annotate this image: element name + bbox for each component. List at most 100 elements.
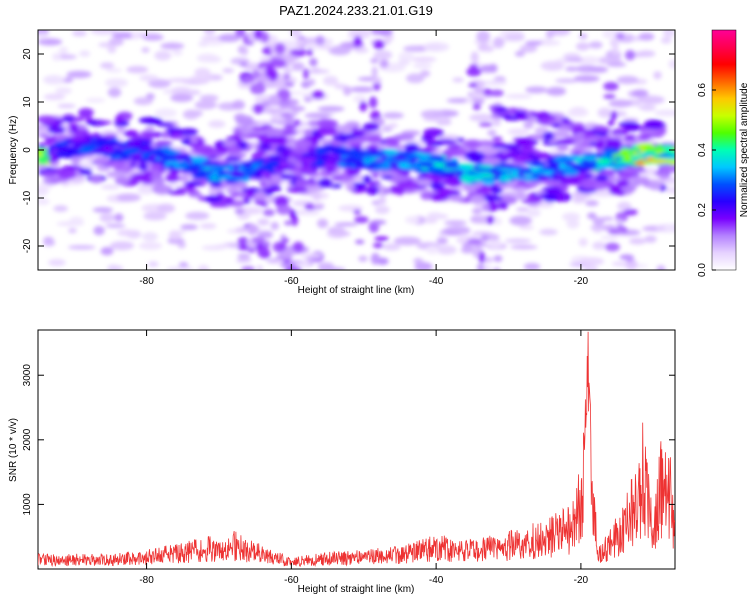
spectral-blob [623, 135, 635, 141]
spectral-blob [594, 174, 609, 182]
spectral-blob [239, 62, 248, 67]
spectral-blob [526, 209, 541, 217]
spectral-blob [417, 161, 435, 168]
colorbar-tick-label: 0.6 [697, 83, 708, 97]
spectral-blob [342, 85, 352, 96]
spectral-blob [535, 39, 561, 46]
spectral-blob [79, 168, 93, 176]
spectral-blob [393, 156, 408, 161]
spectral-blob [185, 211, 210, 220]
spectral-blob [122, 147, 138, 155]
spectral-blob [365, 138, 383, 143]
spectral-blob [588, 41, 603, 49]
spectral-blob [334, 83, 347, 90]
spectral-blob [412, 162, 422, 169]
spectral-blob [282, 238, 290, 243]
spectral-blob [562, 121, 573, 126]
spectral-blob [366, 144, 379, 150]
spectral-blob [372, 242, 384, 249]
spectral-blob [126, 140, 142, 147]
spectral-blob [487, 239, 504, 249]
spectral-blob [663, 223, 675, 233]
spectral-blob [611, 261, 628, 267]
spectral-blob [639, 104, 657, 111]
spectral-blob [621, 158, 633, 163]
spectral-blob [38, 38, 63, 46]
spectral-blob [319, 154, 329, 162]
spectral-blob [540, 112, 551, 117]
spectral-blob [638, 133, 652, 141]
spectral-blob [47, 125, 66, 134]
spectral-blob [444, 159, 460, 165]
spectral-blob [192, 144, 215, 155]
spectral-blob [492, 217, 503, 226]
spectral-blob [365, 150, 381, 155]
spectral-blob [294, 178, 309, 188]
spectral-blob [317, 126, 338, 136]
spectral-blob [476, 140, 495, 147]
spectral-blob [277, 78, 288, 90]
spectral-blob [321, 149, 330, 153]
colorbar-ticks: 0.0 0.2 0.4 0.6 [697, 83, 716, 277]
spectral-blob [501, 173, 519, 178]
spectral-blob [467, 170, 475, 176]
spectral-blob [318, 266, 346, 270]
spectral-blob [306, 147, 316, 151]
colorbar-tick-label: 0.0 [697, 263, 708, 277]
spectral-blob [476, 30, 491, 43]
spectral-blob [117, 229, 136, 237]
spectral-blob [424, 217, 438, 224]
spectral-blob [430, 182, 445, 190]
spectral-blob [359, 100, 368, 112]
spectral-blob [513, 113, 527, 117]
spectral-blob [317, 218, 329, 229]
spectral-blob [526, 134, 545, 140]
spectral-blob [277, 100, 292, 105]
spectral-blob [617, 201, 632, 211]
spectral-blob [349, 86, 375, 93]
spectral-blob [285, 265, 299, 270]
spectral-blob [295, 45, 303, 51]
spectral-blob [603, 81, 619, 91]
spectral-blob [625, 166, 644, 173]
spectral-blob [180, 224, 198, 230]
spectral-blob [615, 152, 629, 157]
spectral-blob [487, 129, 497, 137]
spectral-blob [421, 146, 438, 152]
spectral-blob [52, 52, 61, 61]
spectral-blob [275, 259, 284, 265]
spectral-blob [138, 242, 163, 250]
spectral-blob [242, 199, 251, 204]
spectral-blob [318, 178, 333, 188]
spectral-blob [276, 88, 291, 101]
spectral-blob [41, 170, 60, 177]
spectral-blob [365, 164, 380, 168]
spectral-blob [584, 173, 594, 179]
spectral-blob [243, 163, 252, 167]
spectral-blob [540, 60, 564, 71]
spectral-blob [405, 73, 425, 84]
spectral-blob [66, 70, 92, 79]
spectral-blob [420, 109, 445, 119]
colorbar-gradient [711, 29, 737, 271]
spectral-blob [593, 127, 612, 132]
spectral-blob [611, 128, 629, 136]
spectral-blob [270, 58, 287, 68]
spectral-blob [378, 196, 387, 205]
snr-y-tick-label: 1000 [22, 493, 33, 516]
spectral-blob [423, 128, 445, 138]
spectrogram-x-tick-label: -20 [574, 276, 589, 287]
spectral-blob [628, 237, 647, 245]
spectral-blob [257, 231, 274, 239]
spectral-blob [502, 115, 513, 120]
spectral-blob [336, 161, 346, 167]
spectral-blob [78, 148, 93, 155]
spectral-blob [492, 172, 501, 176]
spectral-blob [108, 37, 124, 46]
spectral-blob [524, 180, 545, 186]
spectral-blob [303, 129, 313, 137]
spectral-blob [492, 105, 504, 110]
spectral-blob [351, 129, 366, 136]
spectral-blob [53, 205, 68, 212]
spectral-blob [620, 185, 636, 193]
